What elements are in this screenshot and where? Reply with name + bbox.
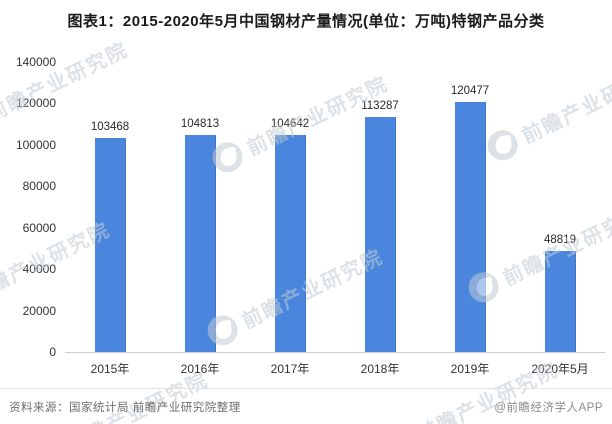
y-axis: 0 20000 40000 60000 80000 100000 120000 140000 (0, 55, 56, 359)
bar-2016年 (185, 135, 216, 352)
bar-slot: 120477 2019年 (425, 62, 515, 376)
bar-2020年5月 (545, 251, 576, 352)
bar-slot: 103468 2015年 (65, 62, 155, 376)
footer: 资料来源：国家统计局 前瞻产业研究院整理 @前瞻经济学人APP (0, 388, 612, 424)
source-text: 资料来源：国家统计局 前瞻产业研究院整理 (9, 401, 241, 414)
bar-2017年 (275, 135, 306, 352)
bar-slot: 104642 2017年 (245, 62, 335, 376)
bar-value-label: 104642 (270, 118, 310, 130)
plot-area: 103468 2015年 104813 2016年 104642 2017年 113287 2… (65, 62, 605, 376)
x-tick-label: 2017年 (270, 362, 310, 376)
x-tick-label: 2018年 (360, 362, 400, 376)
chart-title: 图表1：2015-2020年5月中国钢材产量情况(单位：万吨)特钢产品分类 (67, 13, 545, 30)
y-tick-label: 140000 (15, 55, 56, 69)
bar-value-label: 48819 (544, 234, 576, 246)
x-tick-label: 2015年 (90, 362, 130, 376)
y-tick-label: 100000 (15, 137, 56, 152)
x-tick-label: 2020年5月 (531, 362, 589, 376)
y-tick-label: 60000 (22, 220, 56, 235)
x-tick-label: 2016年 (180, 362, 220, 376)
bar-value-label: 103468 (90, 121, 130, 133)
y-tick-label: 40000 (22, 262, 56, 277)
y-tick-label: 80000 (22, 179, 56, 194)
bar-slot: 48819 2020年5月 (515, 62, 605, 376)
bar-2015年 (95, 138, 126, 352)
bar-slot: 113287 2018年 (335, 62, 425, 376)
y-tick-label: 0 (49, 345, 56, 359)
bar-slot: 104813 2016年 (155, 62, 245, 376)
x-tick-label: 2019年 (450, 362, 490, 376)
brand-text: @前瞻经济学人APP (494, 401, 603, 414)
y-tick-label: 20000 (22, 303, 56, 318)
bar-value-label: 104813 (180, 118, 220, 130)
bar-value-label: 113287 (361, 100, 399, 112)
bar-2018年 (365, 117, 396, 352)
bar-value-label: 120477 (450, 85, 490, 97)
bar-2019年 (455, 102, 486, 352)
y-tick-label: 120000 (15, 96, 56, 111)
